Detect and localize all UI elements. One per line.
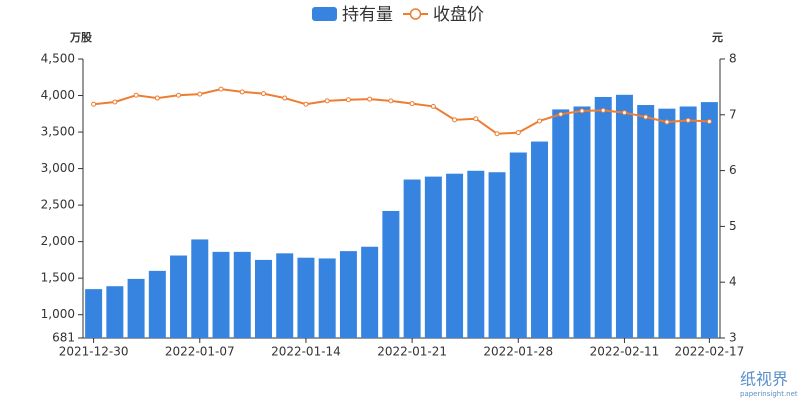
bar — [148, 270, 166, 338]
y-tick-label: 3,000 — [41, 161, 75, 175]
bar — [488, 172, 506, 338]
watermark-title: 纸视界 — [740, 370, 788, 389]
price-point — [197, 91, 203, 97]
y2-axis-label: 元 — [712, 31, 723, 44]
price-point — [558, 111, 564, 117]
price-point — [324, 98, 330, 104]
x-tick-label: 2022-01-07 — [165, 345, 235, 359]
bar — [318, 258, 336, 338]
y-axis-label: 万股 — [69, 31, 93, 44]
bar — [446, 173, 464, 338]
price-point — [664, 119, 670, 125]
y-tick-label: 4,500 — [41, 52, 75, 66]
bar — [594, 96, 612, 338]
bar — [106, 286, 124, 338]
y2-tick-label: 6 — [729, 163, 737, 177]
x-tick-label: 2022-02-17 — [675, 345, 745, 359]
x-tick-label: 2022-02-11 — [590, 345, 660, 359]
legend-swatch — [409, 8, 422, 20]
y2-tick-label: 4 — [729, 275, 737, 289]
price-point — [452, 117, 458, 123]
y-tick-label: 2,500 — [41, 198, 75, 212]
y2-tick-label: 5 — [729, 219, 737, 233]
price-point — [643, 114, 649, 120]
price-point — [345, 97, 351, 103]
price-point — [706, 118, 712, 124]
bar — [615, 94, 633, 338]
x-tick-label: 2022-01-21 — [377, 345, 447, 359]
watermark-url: paperinsight.net — [740, 390, 798, 398]
legend-label: 收盘价 — [433, 5, 484, 25]
legend-label: 持有量 — [342, 5, 393, 25]
y2-tick-label: 3 — [729, 331, 737, 345]
bar — [233, 251, 251, 338]
y-tick-label: 1,500 — [41, 271, 75, 285]
price-point — [239, 89, 245, 95]
bar — [297, 257, 315, 338]
x-tick-label: 2022-01-14 — [271, 345, 341, 359]
bar — [679, 106, 697, 338]
y-tick-label: 1,000 — [41, 307, 75, 321]
y2-tick-label: 7 — [729, 107, 737, 121]
bar — [573, 106, 591, 338]
price-point — [260, 91, 266, 97]
y-tick-label: 681 — [52, 331, 75, 345]
price-point — [430, 103, 436, 109]
y2-tick-label: 8 — [729, 52, 737, 66]
bar — [424, 176, 442, 338]
bar — [658, 108, 676, 339]
bar — [552, 109, 570, 339]
y-tick-label: 3,500 — [41, 125, 75, 139]
x-tick-label: 2021-12-30 — [59, 345, 129, 359]
y-tick-label: 2,000 — [41, 234, 75, 248]
price-point — [494, 131, 500, 137]
price-point — [537, 118, 543, 124]
price-point — [282, 95, 288, 101]
price-point — [388, 98, 394, 104]
price-point — [685, 117, 691, 123]
price-point — [473, 116, 479, 122]
price-point — [154, 95, 160, 101]
bar — [212, 251, 230, 338]
bar — [85, 289, 103, 338]
price-point — [515, 130, 521, 136]
price-point — [176, 92, 182, 98]
bar — [361, 246, 379, 338]
price-point — [112, 99, 118, 105]
bar — [127, 278, 145, 338]
bar — [509, 152, 527, 338]
price-point — [579, 108, 585, 114]
bar — [700, 102, 718, 338]
bar — [170, 255, 188, 338]
price-line — [93, 88, 710, 135]
price-point — [600, 107, 606, 113]
bar — [339, 251, 357, 338]
price-point — [218, 86, 224, 92]
bar — [467, 170, 485, 338]
bar — [382, 210, 400, 338]
price-point — [367, 96, 373, 102]
price-point — [91, 101, 97, 107]
bar — [276, 253, 294, 338]
bar — [254, 259, 272, 338]
bar — [531, 141, 549, 338]
price-point — [621, 110, 627, 116]
legend-swatch — [312, 7, 337, 21]
y-tick-label: 4,000 — [41, 88, 75, 102]
price-point — [409, 101, 415, 107]
x-tick-label: 2022-01-28 — [483, 345, 553, 359]
price-point — [133, 92, 139, 98]
bar — [637, 105, 655, 338]
bar — [191, 239, 209, 338]
bar — [403, 179, 421, 338]
price-point — [303, 101, 309, 107]
